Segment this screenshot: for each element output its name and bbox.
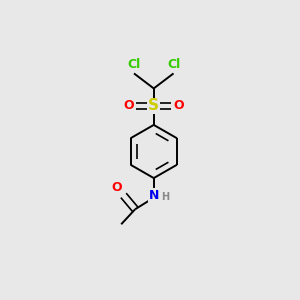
Text: H: H [161, 192, 169, 202]
Text: Cl: Cl [167, 58, 180, 71]
Text: Cl: Cl [128, 58, 141, 71]
Text: O: O [111, 181, 122, 194]
Text: N: N [148, 189, 159, 202]
Text: S: S [148, 98, 159, 113]
Text: O: O [123, 100, 134, 112]
Text: O: O [173, 100, 184, 112]
